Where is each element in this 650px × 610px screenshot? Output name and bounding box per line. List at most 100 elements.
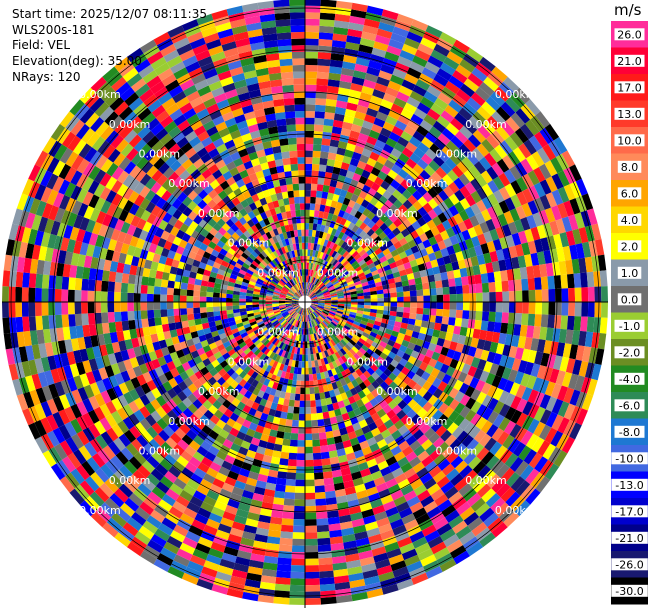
velocity-gate-cell [409,61,425,74]
velocity-gate-cell [291,300,299,302]
velocity-gate-cell [226,394,236,404]
velocity-gate-cell [279,305,286,308]
velocity-gate-cell [329,354,335,363]
velocity-gate-cell [502,434,515,450]
velocity-gate-cell [114,488,129,503]
velocity-gate-cell [328,72,342,81]
velocity-gate-cell [212,115,225,126]
velocity-gate-cell [425,131,438,144]
velocity-gate-cell [374,511,388,522]
velocity-gate-cell [317,419,325,427]
velocity-gate-cell [275,112,286,120]
velocity-gate-cell [292,353,297,361]
velocity-gate-cell [269,351,276,359]
velocity-gate-cell [310,190,317,198]
velocity-gate-cell [253,309,260,313]
velocity-gate-cell [118,382,129,395]
velocity-gate-cell [151,486,166,500]
velocity-gate-cell [142,221,153,233]
velocity-gate-cell [294,400,300,408]
velocity-gate-cell [384,51,400,63]
velocity-gate-cell [212,424,223,435]
velocity-gate-cell [105,190,117,204]
velocity-gate-cell [41,302,49,316]
velocity-gate-cell [499,354,509,368]
velocity-gate-cell [509,132,524,148]
velocity-gate-cell [412,403,423,414]
velocity-gate-cell [206,125,219,137]
velocity-gate-cell [266,372,273,381]
velocity-gate-cell [296,223,302,230]
velocity-gate-cell [256,149,266,158]
velocity-gate-cell [238,244,247,253]
velocity-gate-cell [388,315,397,322]
velocity-gate-cell [459,394,471,406]
velocity-gate-cell [75,464,90,481]
velocity-gate-cell [259,306,266,310]
velocity-gate-cell [277,272,283,279]
velocity-gate-cell [267,380,275,389]
velocity-gate-cell [251,250,259,258]
velocity-gate-cell [361,425,371,435]
velocity-gate-cell [269,166,278,175]
velocity-gate-cell [241,354,250,363]
velocity-gate-cell [265,482,277,491]
velocity-gate-cell [69,99,85,116]
velocity-gate-cell [286,412,294,420]
velocity-gate-cell [477,359,487,371]
velocity-gate-cell [274,220,281,229]
velocity-gate-cell [280,370,287,379]
velocity-gate-cell [452,496,467,510]
velocity-gate-cell [466,438,479,452]
velocity-gate-cell [427,394,439,406]
velocity-gate-cell [247,28,263,38]
velocity-gate-cell [433,322,442,331]
velocity-gate-cell [206,291,214,298]
velocity-gate-cell [351,336,359,344]
velocity-gate-cell [232,298,240,302]
velocity-gate-cell [339,331,346,338]
velocity-gate-cell [499,403,511,418]
velocity-gate-cell [59,111,75,128]
velocity-gate-cell [333,160,343,169]
velocity-gate-cell [212,335,221,343]
velocity-gate-cell [227,191,237,201]
velocity-gate-cell [289,230,295,238]
velocity-gate-cell [355,399,365,408]
velocity-gate-cell [317,537,331,546]
velocity-gate-cell [282,438,291,447]
velocity-gate-cell [273,0,290,8]
velocity-gate-cell [485,493,501,508]
velocity-gate-cell [135,238,146,250]
velocity-gate-cell [111,512,127,528]
velocity-gate-cell [305,223,310,230]
velocity-gate-cell [337,274,344,281]
velocity-gate-cell [527,170,540,186]
velocity-gate-cell [269,429,278,438]
velocity-gate-cell [142,326,151,337]
velocity-gate-cell [310,305,316,311]
velocity-gate-cell [325,341,332,349]
velocity-gate-cell [344,227,352,236]
velocity-gate-cell [79,500,96,517]
velocity-gate-cell [110,455,124,470]
velocity-gate-cell [355,376,364,385]
velocity-gate-cell [194,224,204,234]
velocity-gate-cell [277,397,285,406]
velocity-gate-cell [219,348,228,356]
velocity-gate-cell [296,459,305,467]
velocity-gate-cell [342,327,350,333]
velocity-gate-cell [321,252,327,260]
velocity-gate-cell [169,329,178,338]
velocity-gate-cell [294,313,299,320]
velocity-gate-cell [126,517,143,532]
velocity-gate-cell [364,72,379,83]
velocity-gate-cell [221,552,237,563]
velocity-gate-cell [285,303,292,306]
velocity-gate-cell [247,286,255,291]
velocity-gate-cell [286,352,292,360]
velocity-gate-cell [334,408,342,417]
velocity-gate-cell [476,106,492,121]
velocity-gate-cell [155,463,169,476]
velocity-gate-cell [314,472,324,480]
